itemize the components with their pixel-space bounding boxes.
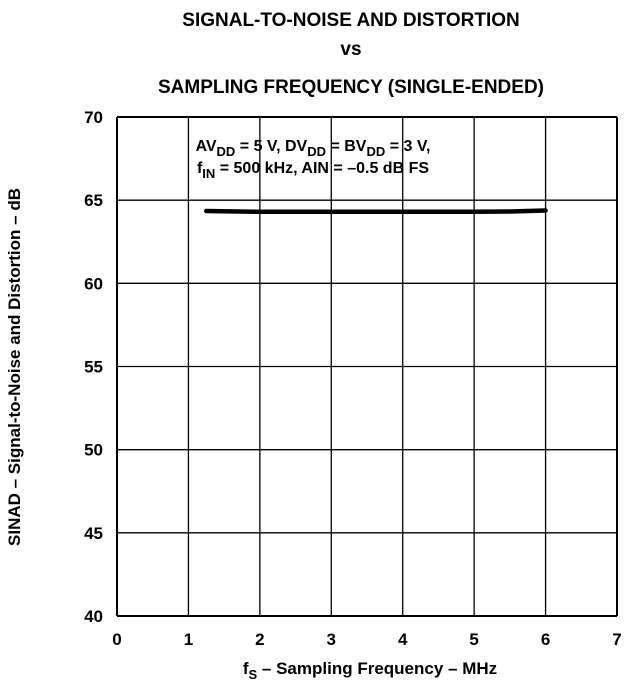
grid <box>116 116 618 617</box>
y-tick-label: 65 <box>84 191 103 210</box>
x-axis-label: fS – Sampling Frequency – MHz <box>243 659 497 682</box>
x-tick-label: 5 <box>469 630 478 649</box>
y-tick-labels: 40 45 50 55 60 65 70 <box>84 108 103 626</box>
x-tick-label: 4 <box>398 630 408 649</box>
x-tick-label: 2 <box>255 630 264 649</box>
x-tick-label: 0 <box>112 630 121 649</box>
conditions-line-1: AVDD = 5 V, DVDD = BVDD = 3 V, <box>196 138 431 159</box>
x-tick-label: 6 <box>541 630 550 649</box>
x-tick-label: 7 <box>612 630 621 649</box>
chart-title-line-3: SAMPLING FREQUENCY (SINGLE-ENDED) <box>158 77 544 98</box>
x-tick-labels: 0 1 2 3 4 5 6 7 <box>112 630 621 649</box>
x-tick-label: 1 <box>184 630 193 649</box>
y-axis-label: SINAD – Signal-to-Noise and Distortion –… <box>5 188 24 546</box>
chart-title-line-2: vs <box>340 39 361 60</box>
y-tick-label: 55 <box>84 358 103 377</box>
series-group <box>204 208 548 215</box>
y-tick-label: 45 <box>84 524 103 543</box>
y-tick-label: 50 <box>84 441 103 460</box>
chart-title-line-1: SIGNAL-TO-NOISE AND DISTORTION <box>182 10 519 31</box>
x-tick-label: 3 <box>327 630 336 649</box>
y-tick-label: 70 <box>84 108 103 127</box>
y-tick-label: 40 <box>84 607 103 626</box>
conditions-annotation: AVDD = 5 V, DVDD = BVDD = 3 V, fIN = 500… <box>196 138 431 181</box>
series-line-1 <box>204 208 548 215</box>
y-tick-label: 60 <box>84 274 103 293</box>
conditions-line-2: fIN = 500 kHz, AIN = –0.5 dB FS <box>197 160 429 181</box>
